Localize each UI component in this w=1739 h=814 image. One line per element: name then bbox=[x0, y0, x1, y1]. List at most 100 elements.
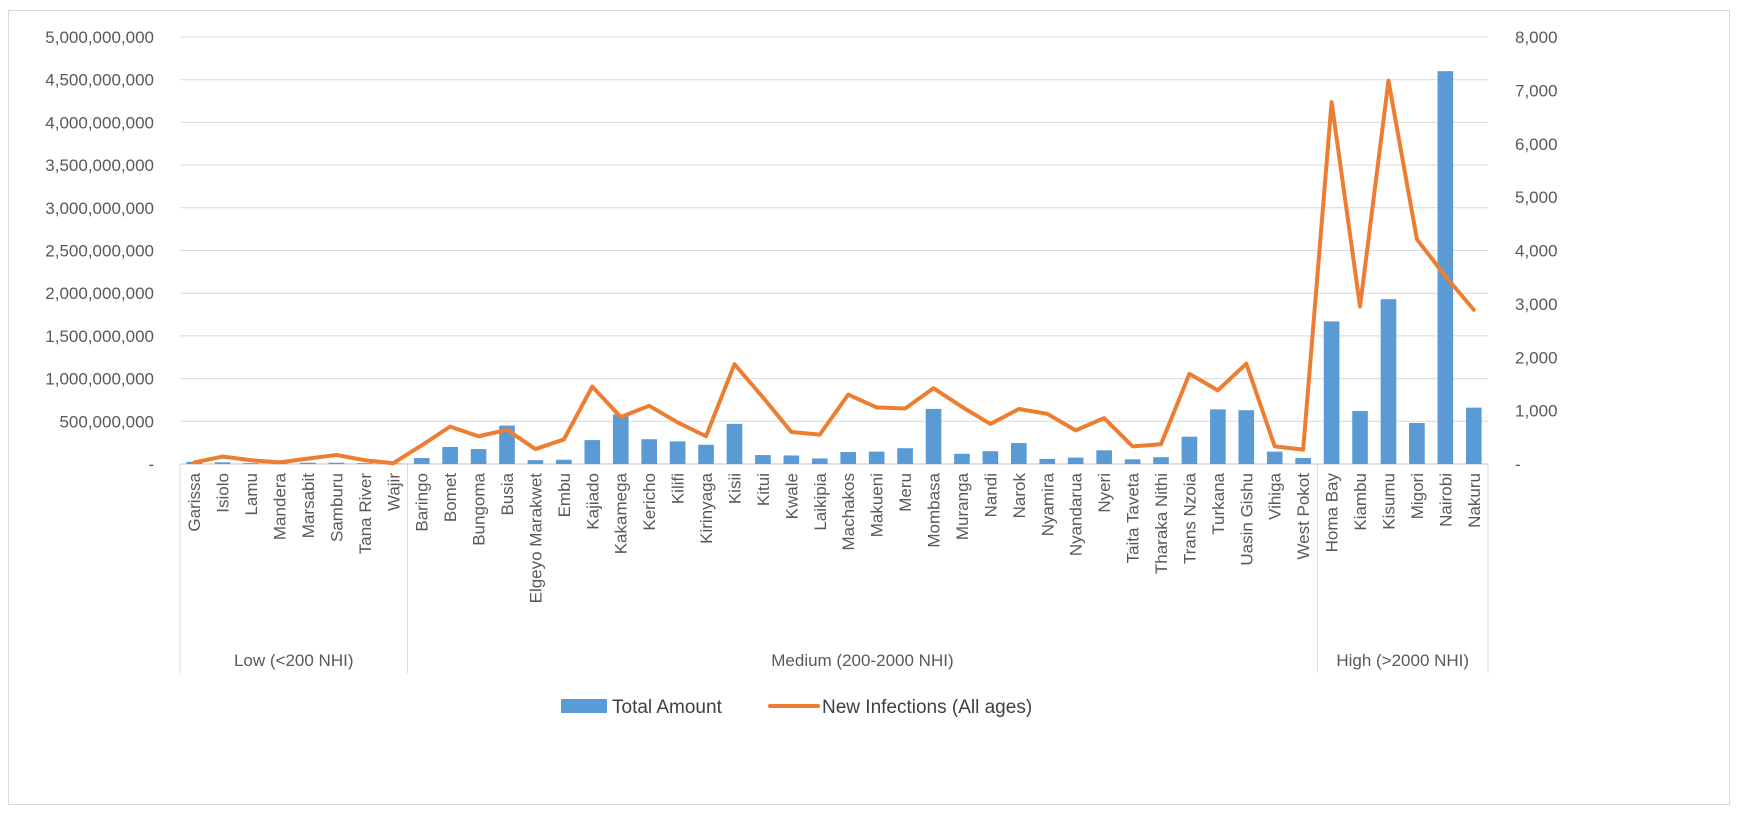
y-tick-label: 3,500,000,000 bbox=[45, 156, 154, 175]
bar bbox=[811, 458, 828, 464]
y-axis-right: - 1,000 2,000 3,000 4,000 5,000 6,000 7,000 8,00… bbox=[1515, 28, 1558, 474]
line-series bbox=[192, 78, 1476, 466]
x-tick-label: Kitui bbox=[754, 473, 773, 506]
x-tick-label: Elgeyo Marakwet bbox=[526, 473, 545, 604]
y-tick-label: 4,000,000,000 bbox=[45, 113, 154, 132]
y-tick-label: 500,000,000 bbox=[59, 412, 154, 431]
legend-swatch-total-amount bbox=[561, 699, 607, 713]
bar bbox=[1295, 458, 1311, 464]
bar bbox=[1210, 409, 1226, 464]
bar bbox=[954, 453, 970, 464]
bar bbox=[897, 448, 913, 464]
x-tick-label: Muranga bbox=[953, 472, 972, 540]
bar bbox=[442, 446, 458, 464]
x-tick-label: Busia bbox=[498, 472, 517, 515]
bar bbox=[1181, 436, 1198, 464]
y-axis-left: - 500,000,000 1,000,000,000 1,500,000,000 2,… bbox=[45, 28, 154, 474]
bar bbox=[1352, 411, 1368, 464]
legend-label-new-infections: New Infections (All ages) bbox=[822, 697, 1032, 718]
x-tick-label: Narok bbox=[1010, 473, 1029, 519]
chart-frame bbox=[8, 10, 1730, 805]
bar bbox=[1039, 458, 1056, 464]
bar bbox=[1238, 410, 1255, 464]
x-tick-label: Kericho bbox=[640, 473, 659, 531]
bar bbox=[214, 462, 231, 464]
x-tick-label: Kisii bbox=[725, 473, 744, 504]
y2-tick-label: - bbox=[1515, 455, 1521, 474]
y-tick-label: 3,000,000,000 bbox=[45, 199, 154, 218]
x-tick-label: Mandera bbox=[271, 472, 290, 540]
y2-tick-label: 2,000 bbox=[1515, 348, 1558, 367]
bar bbox=[783, 455, 800, 464]
x-tick-label: Nairobi bbox=[1436, 473, 1455, 527]
bar bbox=[1437, 71, 1454, 464]
x-tick-label: Migori bbox=[1408, 473, 1427, 519]
x-tick-label: Nyandarua bbox=[1067, 472, 1086, 556]
y-tick-label: - bbox=[148, 455, 154, 474]
bar bbox=[1465, 407, 1482, 464]
bar bbox=[726, 423, 743, 464]
x-tick-label: Kirinyaga bbox=[697, 472, 716, 543]
x-tick-label: Mombasa bbox=[925, 472, 944, 547]
y2-tick-label: 4,000 bbox=[1515, 242, 1558, 261]
x-tick-label: Nakuru bbox=[1465, 473, 1484, 528]
x-tick-label: Kwale bbox=[782, 473, 801, 519]
legend-label-total-amount: Total Amount bbox=[612, 697, 723, 718]
bar bbox=[300, 462, 316, 464]
y2-tick-label: 1,000 bbox=[1515, 402, 1558, 421]
bar bbox=[1011, 443, 1027, 464]
x-tick-label: Marsabit bbox=[299, 473, 318, 538]
bar bbox=[612, 414, 629, 464]
y2-tick-label: 6,000 bbox=[1515, 135, 1558, 154]
y-tick-label: 2,000,000,000 bbox=[45, 284, 154, 303]
x-tick-label: Lamu bbox=[242, 473, 261, 516]
group-label: Medium (200-2000 NHI) bbox=[771, 651, 953, 670]
x-tick-label: Baringo bbox=[413, 473, 432, 532]
bar bbox=[669, 441, 686, 464]
x-tick-label: Taita Taveta bbox=[1124, 472, 1143, 563]
x-tick-label: Kajiado bbox=[583, 473, 602, 530]
bar bbox=[641, 439, 657, 464]
x-tick-label: Kiambu bbox=[1351, 473, 1370, 531]
x-tick-label: Bomet bbox=[441, 473, 460, 522]
x-axis: Garissa Isiolo Lamu Mandera Marsabit Samburu T… bbox=[179, 464, 1489, 673]
x-tick-label: Makueni bbox=[868, 473, 887, 537]
y-tick-label: 4,500,000,000 bbox=[45, 71, 154, 90]
x-tick-label: Laikipia bbox=[811, 472, 830, 530]
x-tick-label: Isiolo bbox=[214, 473, 233, 513]
bar bbox=[1096, 450, 1112, 464]
group-label: Low (<200 NHI) bbox=[234, 651, 354, 670]
x-tick-label: Samburu bbox=[327, 473, 346, 542]
legend: Total Amount New Infections (All ages) bbox=[561, 697, 1032, 718]
x-tick-label: Wajir bbox=[384, 473, 403, 511]
gridlines bbox=[180, 36, 1488, 465]
x-tick-label: Kilifi bbox=[669, 473, 688, 504]
bar bbox=[1153, 457, 1169, 464]
bar bbox=[1380, 299, 1397, 464]
x-tick-label: Turkana bbox=[1209, 472, 1228, 534]
x-tick-label: Trans Nzoia bbox=[1180, 472, 1199, 564]
x-tick-label: Nandi bbox=[981, 473, 1000, 517]
x-tick-label: Machakos bbox=[839, 473, 858, 550]
x-tick-label: West Pokot bbox=[1294, 473, 1313, 560]
bar bbox=[584, 440, 601, 464]
bar bbox=[755, 455, 771, 464]
x-tick-label: Garissa bbox=[185, 472, 204, 531]
y-tick-label: 2,500,000,000 bbox=[45, 242, 154, 261]
bar bbox=[925, 408, 942, 464]
bar bbox=[243, 463, 259, 464]
x-tick-label: Kisumu bbox=[1379, 473, 1398, 530]
bar bbox=[1323, 321, 1340, 464]
bar bbox=[1067, 457, 1084, 464]
bar bbox=[470, 449, 487, 464]
bar bbox=[868, 451, 885, 464]
x-tick-label: Homa Bay bbox=[1323, 473, 1342, 553]
y2-tick-label: 7,000 bbox=[1515, 81, 1558, 100]
x-tick-label: Nyamira bbox=[1038, 472, 1057, 536]
bar bbox=[1124, 459, 1141, 464]
x-tick-label: Bungoma bbox=[470, 472, 489, 545]
x-tick-label: Vihiga bbox=[1266, 472, 1285, 519]
bar bbox=[840, 452, 857, 464]
bar bbox=[556, 459, 572, 464]
